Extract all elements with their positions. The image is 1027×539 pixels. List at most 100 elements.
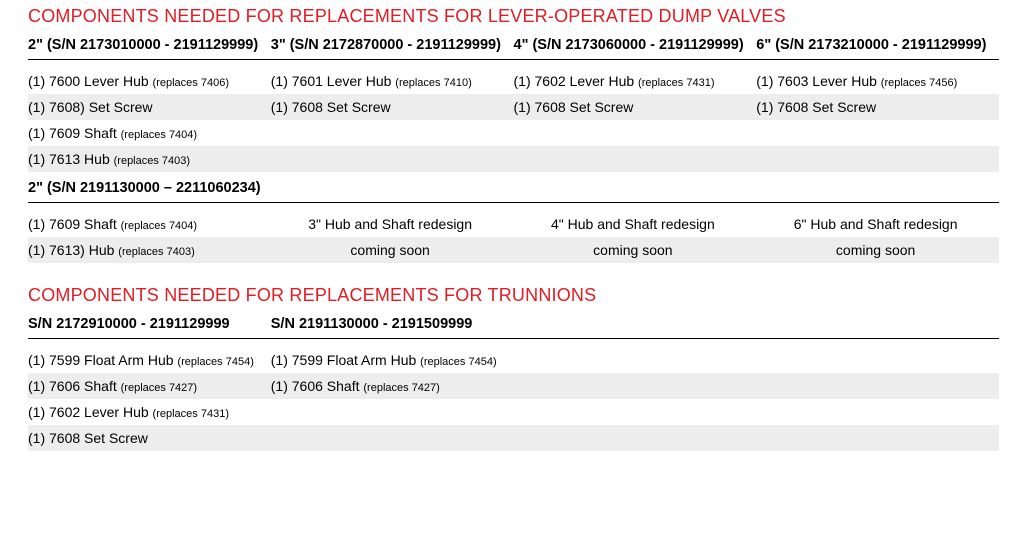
cell-empty bbox=[756, 129, 999, 137]
cell-empty bbox=[756, 382, 999, 390]
qty: (1) bbox=[28, 125, 45, 141]
replaces: (replaces 7403) bbox=[118, 246, 194, 258]
cell-empty bbox=[514, 155, 757, 163]
col-header: 6" (S/N 2173210000 - 2191129999) bbox=[756, 31, 999, 59]
col-header: S/N 2172910000 - 2191129999 bbox=[28, 310, 271, 338]
qty: (1) bbox=[514, 99, 531, 115]
cell-empty bbox=[756, 408, 999, 416]
cell-empty bbox=[756, 155, 999, 163]
qty: (1) bbox=[271, 73, 288, 89]
cell-empty bbox=[514, 434, 757, 442]
cell: (1) 7606 Shaft (replaces 7427) bbox=[28, 374, 271, 398]
part-name: 7603 Lever Hub bbox=[777, 73, 877, 89]
cell-empty bbox=[271, 408, 514, 416]
part-name: 7608) Set Screw bbox=[49, 99, 153, 115]
part-name: 7599 Float Arm Hub bbox=[292, 352, 417, 368]
part-name: 7606 Shaft bbox=[49, 378, 117, 394]
part-name: 7608 Set Screw bbox=[777, 99, 876, 115]
replaces: (replaces 7427) bbox=[121, 382, 197, 394]
cell-empty bbox=[514, 382, 757, 390]
cell: (1) 7602 Lever Hub (replaces 7431) bbox=[28, 400, 271, 424]
cell: (1) 7608 Set Screw bbox=[756, 95, 999, 119]
qty: (1) bbox=[271, 378, 288, 394]
col-header-empty bbox=[514, 310, 757, 338]
table-row: (1) 7602 Lever Hub (replaces 7431) bbox=[28, 399, 999, 425]
table-row: (1) 7608 Set Screw bbox=[28, 425, 999, 451]
section2-header-row: S/N 2172910000 - 2191129999 S/N 21911300… bbox=[28, 310, 999, 339]
qty: (1) bbox=[756, 99, 773, 115]
section1-header-row: 2" (S/N 2173010000 - 2191129999) 3" (S/N… bbox=[28, 31, 999, 60]
part-name: 7613 Hub bbox=[49, 151, 110, 167]
cell: (1) 7613 Hub (replaces 7403) bbox=[28, 147, 271, 171]
cell-empty bbox=[514, 356, 757, 364]
part-name: 7609 Shaft bbox=[49, 216, 117, 232]
col-header: 3" (S/N 2172870000 - 2191129999) bbox=[271, 31, 514, 59]
qty: (1) bbox=[514, 73, 531, 89]
subheader: 2" (S/N 2191130000 – 2211060234) bbox=[28, 174, 999, 202]
replaces: (replaces 7454) bbox=[177, 356, 253, 368]
replaces: (replaces 7456) bbox=[881, 77, 957, 89]
col-header-empty bbox=[756, 310, 999, 338]
qty: (1) bbox=[28, 352, 45, 368]
cell: (1) 7608 Set Screw bbox=[28, 426, 271, 450]
cell: (1) 7600 Lever Hub (replaces 7406) bbox=[28, 69, 271, 93]
replaces: (replaces 7431) bbox=[153, 408, 229, 420]
table-row: (1) 7600 Lever Hub (replaces 7406)(1) 76… bbox=[28, 68, 999, 94]
cell-empty bbox=[756, 356, 999, 364]
replaces: (replaces 7404) bbox=[121, 129, 197, 141]
cell: (1) 7609 Shaft (replaces 7404) bbox=[28, 121, 271, 145]
replaces: (replaces 7404) bbox=[121, 220, 197, 232]
table-row: (1) 7606 Shaft (replaces 7427)(1) 7606 S… bbox=[28, 373, 999, 399]
table-row: (1) 7613 Hub (replaces 7403) bbox=[28, 146, 999, 172]
part-name: 7606 Shaft bbox=[292, 378, 360, 394]
cell: (1) 7613) Hub (replaces 7403) bbox=[28, 238, 271, 262]
cell-empty bbox=[756, 434, 999, 442]
replaces: (replaces 7403) bbox=[114, 155, 190, 167]
part-name: 7608 Set Screw bbox=[292, 99, 391, 115]
cell: (1) 7603 Lever Hub (replaces 7456) bbox=[756, 69, 999, 93]
cell: (1) 7608 Set Screw bbox=[514, 95, 757, 119]
replaces: (replaces 7410) bbox=[395, 77, 471, 89]
qty: (1) bbox=[28, 216, 45, 232]
table-row: (1) 7609 Shaft (replaces 7404) 3" Hub an… bbox=[28, 211, 999, 237]
cell: (1) 7609 Shaft (replaces 7404) bbox=[28, 212, 271, 236]
cell-empty bbox=[271, 434, 514, 442]
cell: (1) 7599 Float Arm Hub (replaces 7454) bbox=[271, 348, 514, 372]
redesign-msg: coming soon bbox=[756, 238, 999, 262]
table-row: (1) 7613) Hub (replaces 7403) coming soo… bbox=[28, 237, 999, 263]
redesign-msg: 3" Hub and Shaft redesign bbox=[271, 212, 514, 236]
table-row: (1) 7599 Float Arm Hub (replaces 7454)(1… bbox=[28, 347, 999, 373]
part-name: 7601 Lever Hub bbox=[292, 73, 392, 89]
table-row: (1) 7609 Shaft (replaces 7404) bbox=[28, 120, 999, 146]
qty: (1) bbox=[28, 99, 45, 115]
cell: (1) 7599 Float Arm Hub (replaces 7454) bbox=[28, 348, 271, 372]
part-name: 7602 Lever Hub bbox=[535, 73, 635, 89]
cell: (1) 7606 Shaft (replaces 7427) bbox=[271, 374, 514, 398]
cell-empty bbox=[514, 129, 757, 137]
replaces: (replaces 7454) bbox=[420, 356, 496, 368]
replaces: (replaces 7431) bbox=[638, 77, 714, 89]
part-name: 7602 Lever Hub bbox=[49, 404, 149, 420]
cell: (1) 7602 Lever Hub (replaces 7431) bbox=[514, 69, 757, 93]
qty: (1) bbox=[28, 151, 45, 167]
redesign-msg: 4" Hub and Shaft redesign bbox=[514, 212, 757, 236]
table-row: (1) 7608) Set Screw(1) 7608 Set Screw(1)… bbox=[28, 94, 999, 120]
section2-title: COMPONENTS NEEDED FOR REPLACEMENTS FOR T… bbox=[28, 285, 999, 306]
qty: (1) bbox=[28, 73, 45, 89]
qty: (1) bbox=[28, 378, 45, 394]
qty: (1) bbox=[28, 242, 45, 258]
col-header: 2" (S/N 2173010000 - 2191129999) bbox=[28, 31, 271, 59]
cell-empty bbox=[271, 129, 514, 137]
part-name: 7600 Lever Hub bbox=[49, 73, 149, 89]
qty: (1) bbox=[28, 404, 45, 420]
qty: (1) bbox=[271, 352, 288, 368]
qty: (1) bbox=[271, 99, 288, 115]
section1-title: COMPONENTS NEEDED FOR REPLACEMENTS FOR L… bbox=[28, 6, 999, 27]
col-header: S/N 2191130000 - 2191509999 bbox=[271, 310, 514, 338]
section1-subheader-row: 2" (S/N 2191130000 – 2211060234) bbox=[28, 174, 999, 203]
redesign-msg: coming soon bbox=[271, 238, 514, 262]
col-header: 4" (S/N 2173060000 - 2191129999) bbox=[514, 31, 757, 59]
part-name: 7608 Set Screw bbox=[535, 99, 634, 115]
part-name: 7613) Hub bbox=[49, 242, 114, 258]
qty: (1) bbox=[28, 430, 45, 446]
